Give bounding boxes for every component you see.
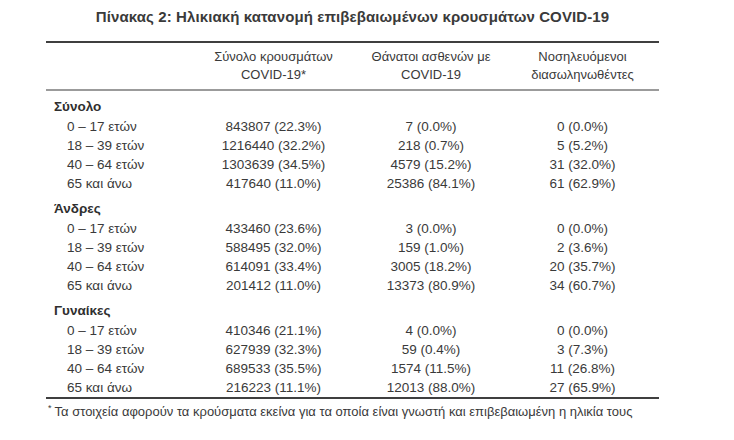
deaths-value: 159 (1.0%): [356, 238, 506, 257]
header-intubated: Νοσηλευόμενοι διασωληνωθέντες: [506, 42, 659, 90]
age-label: 65 και άνω: [46, 378, 191, 398]
cases-value: 1303639 (34.5%): [191, 155, 356, 174]
age-distribution-table: Σύνολο κρουσμάτων COVID-19* Θάνατοι ασθε…: [46, 41, 659, 399]
table-row: 18 – 39 ετών588495 (32.0%)159 (1.0%)2 (3…: [46, 238, 659, 257]
deaths-value: 3 (0.0%): [356, 219, 506, 238]
cases-value: 627939 (32.3%): [191, 340, 356, 359]
age-label: 18 – 39 ετών: [46, 340, 191, 359]
intubated-value: 3 (7.3%): [506, 340, 659, 359]
age-label: 0 – 17 ετών: [46, 321, 191, 340]
intubated-value: 27 (65.9%): [506, 378, 659, 398]
table-row: 40 – 64 ετών614091 (33.4%)3005 (18.2%)20…: [46, 257, 659, 276]
section-header-row: Γυναίκες: [46, 295, 659, 321]
age-label: 0 – 17 ετών: [46, 219, 191, 238]
deaths-value: 4579 (15.2%): [356, 155, 506, 174]
header-intubated-line1: Νοσηλευόμενοι: [538, 49, 626, 64]
deaths-value: 13373 (80.9%): [356, 276, 506, 295]
age-label: 40 – 64 ετών: [46, 155, 191, 174]
header-intubated-line2: διασωληνωθέντες: [531, 67, 634, 82]
table-row: 0 – 17 ετών410346 (21.1%)4 (0.0%)0 (0.0%…: [46, 321, 659, 340]
intubated-value: 0 (0.0%): [506, 219, 659, 238]
intubated-value: 2 (3.6%): [506, 238, 659, 257]
section-header-row: Σύνολο: [46, 90, 659, 117]
footnote-marker: *: [48, 403, 52, 413]
age-label: 18 – 39 ετών: [46, 238, 191, 257]
table-title: Πίνακας 2: Ηλικιακή κατανομή επιβεβαιωμέ…: [46, 8, 659, 25]
cases-value: 410346 (21.1%): [191, 321, 356, 340]
intubated-value: 61 (62.9%): [506, 174, 659, 193]
intubated-value: 5 (5.2%): [506, 136, 659, 155]
table-header: Σύνολο κρουσμάτων COVID-19* Θάνατοι ασθε…: [46, 42, 659, 90]
section-label: Άνδρες: [46, 193, 659, 219]
header-empty-cell: [46, 42, 191, 90]
cases-value: 417640 (11.0%): [191, 174, 356, 193]
section-label: Σύνολο: [46, 90, 659, 117]
section-label: Γυναίκες: [46, 295, 659, 321]
deaths-value: 12013 (88.0%): [356, 378, 506, 398]
deaths-value: 3005 (18.2%): [356, 257, 506, 276]
cases-value: 433460 (23.6%): [191, 219, 356, 238]
header-deaths-line2: COVID-19: [401, 67, 461, 82]
age-label: 0 – 17 ετών: [46, 117, 191, 136]
age-label: 40 – 64 ετών: [46, 359, 191, 378]
cases-value: 1216440 (32.2%): [191, 136, 356, 155]
deaths-value: 1574 (11.5%): [356, 359, 506, 378]
section-header-row: Άνδρες: [46, 193, 659, 219]
table-row: 65 και άνω201412 (11.0%)13373 (80.9%)34 …: [46, 276, 659, 295]
cases-value: 216223 (11.1%): [191, 378, 356, 398]
table-row: 0 – 17 ετών843807 (22.3%)7 (0.0%)0 (0.0%…: [46, 117, 659, 136]
intubated-value: 20 (35.7%): [506, 257, 659, 276]
deaths-value: 25386 (84.1%): [356, 174, 506, 193]
intubated-value: 0 (0.0%): [506, 321, 659, 340]
cases-value: 201412 (11.0%): [191, 276, 356, 295]
age-label: 65 και άνω: [46, 174, 191, 193]
header-cases-line2: COVID-19*: [241, 67, 306, 82]
deaths-value: 59 (0.4%): [356, 340, 506, 359]
age-label: 40 – 64 ετών: [46, 257, 191, 276]
table-row: 65 και άνω216223 (11.1%)12013 (88.0%)27 …: [46, 378, 659, 398]
footnote: *Τα στοιχεία αφορούν τα κρούσματα εκείνα…: [48, 403, 688, 419]
intubated-value: 0 (0.0%): [506, 117, 659, 136]
cases-value: 588495 (32.0%): [191, 238, 356, 257]
table-row: 0 – 17 ετών433460 (23.6%)3 (0.0%)0 (0.0%…: [46, 219, 659, 238]
table-row: 40 – 64 ετών1303639 (34.5%)4579 (15.2%)3…: [46, 155, 659, 174]
deaths-value: 7 (0.0%): [356, 117, 506, 136]
deaths-value: 218 (0.7%): [356, 136, 506, 155]
header-deaths: Θάνατοι ασθενών με COVID-19: [356, 42, 506, 90]
report-page: Πίνακας 2: Ηλικιακή κατανομή επιβεβαιωμέ…: [0, 8, 734, 440]
table-row: 65 και άνω417640 (11.0%)25386 (84.1%)61 …: [46, 174, 659, 193]
header-cases-line1: Σύνολο κρουσμάτων: [214, 49, 333, 64]
age-label: 18 – 39 ετών: [46, 136, 191, 155]
cases-value: 843807 (22.3%): [191, 117, 356, 136]
table-row: 18 – 39 ετών627939 (32.3%)59 (0.4%)3 (7.…: [46, 340, 659, 359]
header-cases: Σύνολο κρουσμάτων COVID-19*: [191, 42, 356, 90]
deaths-value: 4 (0.0%): [356, 321, 506, 340]
age-label: 65 και άνω: [46, 276, 191, 295]
footnote-text: Τα στοιχεία αφορούν τα κρούσματα εκείνα …: [55, 404, 633, 419]
header-deaths-line1: Θάνατοι ασθενών με: [372, 49, 491, 64]
header-row: Σύνολο κρουσμάτων COVID-19* Θάνατοι ασθε…: [46, 42, 659, 90]
intubated-value: 34 (60.7%): [506, 276, 659, 295]
table-body: Σύνολο0 – 17 ετών843807 (22.3%)7 (0.0%)0…: [46, 90, 659, 398]
cases-value: 614091 (33.4%): [191, 257, 356, 276]
table-row: 18 – 39 ετών1216440 (32.2%)218 (0.7%)5 (…: [46, 136, 659, 155]
intubated-value: 11 (26.8%): [506, 359, 659, 378]
table-row: 40 – 64 ετών689533 (35.5%)1574 (11.5%)11…: [46, 359, 659, 378]
cases-value: 689533 (35.5%): [191, 359, 356, 378]
intubated-value: 31 (32.0%): [506, 155, 659, 174]
